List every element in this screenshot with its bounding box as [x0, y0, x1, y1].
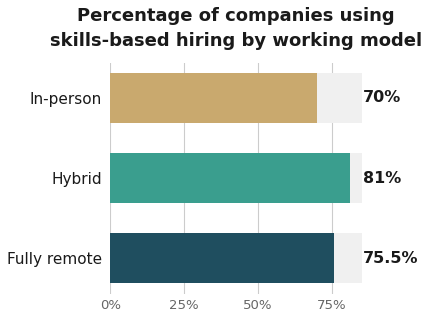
Text: 70%: 70% — [363, 91, 401, 106]
Bar — [110, 73, 362, 123]
Text: 75.5%: 75.5% — [363, 251, 419, 266]
Bar — [110, 153, 362, 203]
Bar — [110, 233, 362, 283]
Bar — [110, 233, 333, 283]
Text: 81%: 81% — [363, 171, 401, 186]
Bar — [110, 73, 317, 123]
Title: Percentage of companies using
skills-based hiring by working model: Percentage of companies using skills-bas… — [50, 7, 422, 50]
Bar — [110, 153, 350, 203]
